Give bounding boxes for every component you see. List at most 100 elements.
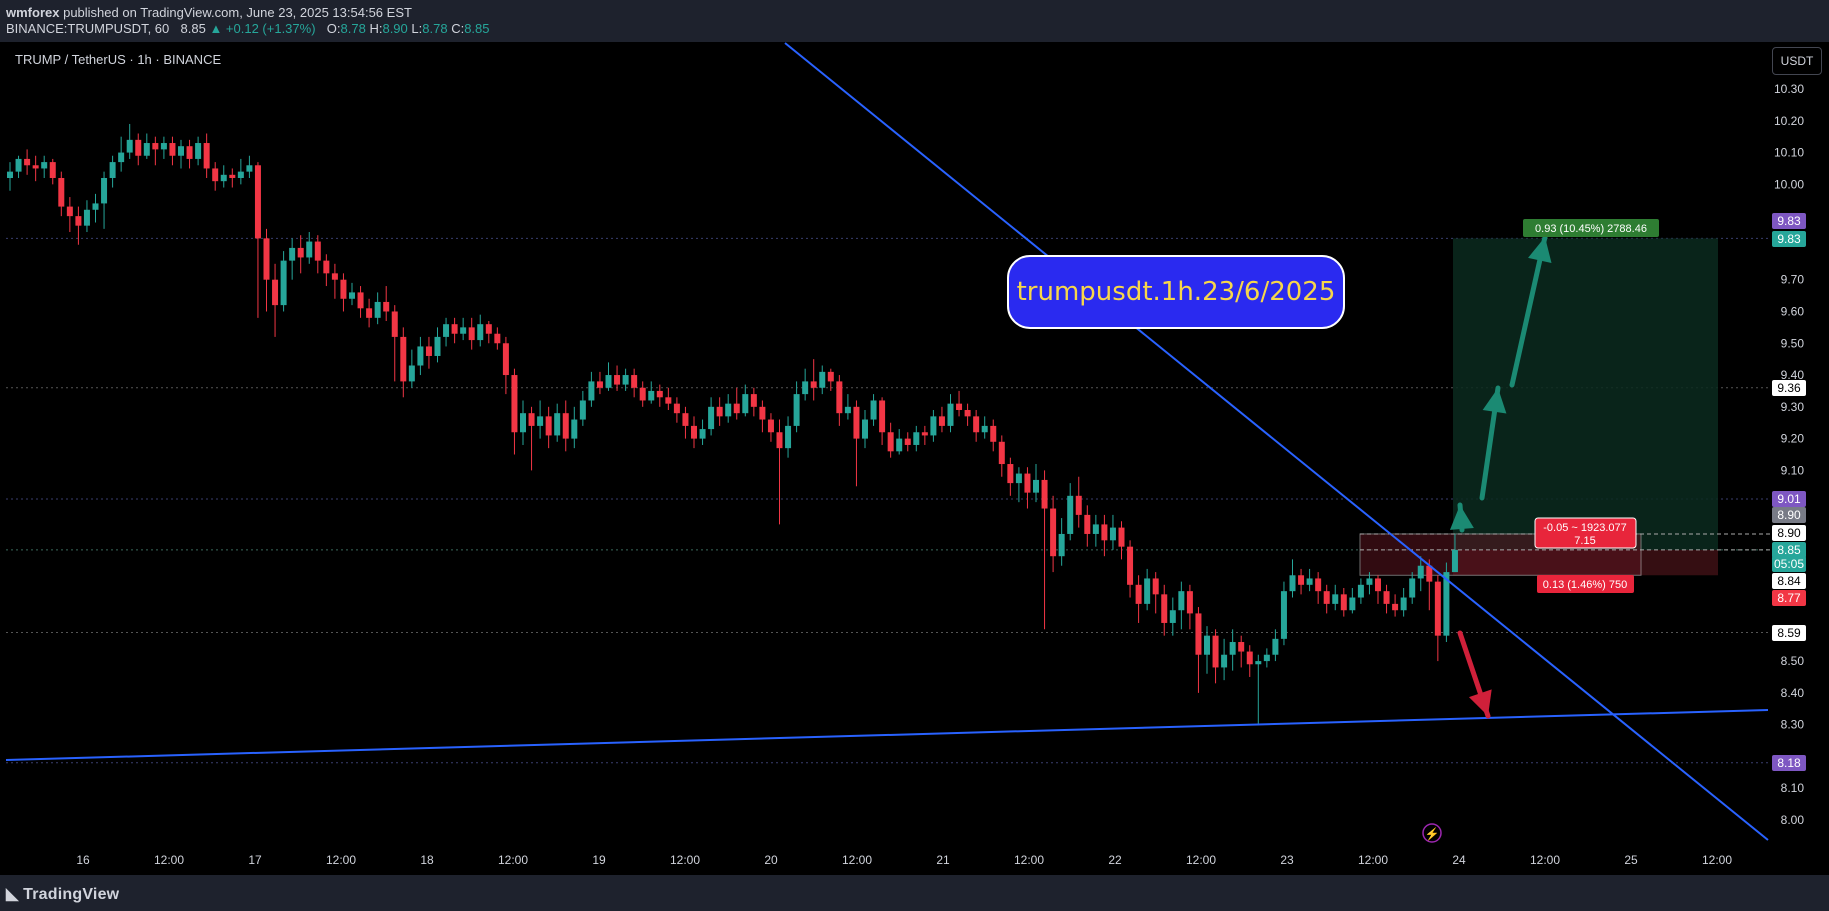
price-tag-bg — [1772, 231, 1806, 247]
tradingview-logo-text: TradingView — [23, 886, 120, 903]
candle — [827, 368, 834, 391]
x-tick-label: 12:00 — [498, 853, 528, 867]
candle-body — [802, 381, 809, 395]
annotation-text: trumpusdt.1h.23/6/2025 — [1017, 277, 1336, 307]
tradingview-logo[interactable]: ◣ TradingView — [6, 884, 119, 904]
annotation-bubble: trumpusdt.1h.23/6/2025 — [1007, 255, 1345, 329]
candle-body — [1135, 584, 1142, 604]
price-tag-bg — [1772, 625, 1806, 641]
price-tag: 8.77 — [1777, 591, 1801, 605]
candle-body — [930, 416, 937, 436]
candle-body — [1092, 524, 1099, 534]
candle — [562, 400, 569, 452]
x-tick-label: 21 — [936, 853, 950, 867]
candle — [1050, 495, 1057, 573]
candle — [272, 263, 279, 337]
candle-body — [938, 416, 945, 426]
x-tick-label: 16 — [76, 853, 90, 867]
candle-body — [203, 143, 210, 169]
candle — [314, 235, 321, 274]
open-value: 8.78 — [340, 21, 366, 36]
y-tick-label: 8.10 — [1781, 781, 1805, 795]
candle-body — [1289, 575, 1296, 592]
candle — [66, 197, 73, 233]
candle-body — [1195, 613, 1202, 655]
candle — [92, 193, 99, 223]
price-tag: 9.83 — [1777, 214, 1801, 228]
candle — [1195, 607, 1202, 693]
candle-body — [767, 419, 774, 433]
candle-body — [1357, 584, 1364, 598]
candle — [545, 406, 552, 449]
candle-body — [785, 425, 792, 449]
candle-body — [195, 143, 202, 159]
candle-body — [853, 406, 860, 439]
candle-body — [485, 324, 492, 334]
candle-body — [562, 413, 569, 439]
candle — [254, 162, 261, 318]
x-tick-label: 12:00 — [154, 853, 184, 867]
candle-body — [1127, 546, 1134, 585]
candle — [1375, 575, 1381, 604]
candle-body — [1101, 524, 1108, 541]
candle-body — [1451, 549, 1458, 573]
stop-label-bg — [1537, 575, 1634, 593]
candle-body — [340, 279, 347, 299]
candle — [1332, 584, 1339, 611]
candle — [1067, 483, 1074, 541]
candle-body — [896, 438, 903, 452]
candle — [802, 368, 809, 401]
candle — [280, 251, 287, 312]
target-zone — [1453, 238, 1718, 550]
y-tick-label: 10.00 — [1774, 177, 1804, 191]
candle — [306, 232, 313, 264]
candle-body — [289, 247, 296, 261]
candle-body — [41, 162, 48, 169]
candle-body — [152, 143, 159, 150]
candle-body — [631, 375, 638, 388]
candle — [1434, 575, 1441, 662]
candle-body — [24, 158, 31, 166]
candle — [1392, 594, 1399, 617]
candle — [1092, 514, 1099, 547]
candle — [571, 406, 578, 449]
candle-body — [1178, 591, 1185, 611]
candle — [169, 136, 176, 166]
x-tick-label: 12:00 — [1702, 853, 1732, 867]
candle-body — [1340, 594, 1347, 611]
candle-body — [648, 390, 655, 401]
candle-body — [417, 346, 424, 366]
candle-body — [7, 171, 13, 178]
price-tag-bg — [1772, 755, 1806, 771]
low-label: L: — [411, 21, 423, 36]
candle-body — [665, 397, 672, 404]
candle — [759, 400, 766, 433]
y-tick-label: 9.60 — [1781, 304, 1805, 318]
candle — [1024, 467, 1031, 509]
currency-button[interactable]: USDT — [1772, 47, 1822, 75]
publisher-name[interactable]: wmforex — [6, 5, 60, 20]
candle — [956, 390, 963, 417]
close-value: 8.85 — [464, 21, 490, 36]
candle — [1263, 648, 1270, 668]
candle-body — [32, 165, 39, 169]
candle — [212, 162, 219, 191]
candle — [1409, 572, 1416, 604]
candle-body — [870, 400, 877, 420]
candle — [186, 139, 193, 169]
candle-body — [810, 381, 817, 388]
y-tick-label: 9.70 — [1781, 273, 1805, 287]
candle-body — [1204, 635, 1210, 655]
candle-body — [494, 333, 501, 344]
candle-body — [819, 371, 826, 388]
price-tag: 05:05 — [1774, 557, 1804, 571]
candle — [639, 381, 646, 407]
candle-body — [1186, 591, 1193, 614]
y-tick-label: 8.40 — [1781, 686, 1805, 700]
candle — [1246, 645, 1253, 677]
entry-label-1: -0.05 ~ 1923.077 — [1543, 522, 1627, 534]
candle-body — [83, 209, 90, 226]
x-tick-label: 17 — [248, 853, 262, 867]
candle-body — [1152, 578, 1159, 595]
